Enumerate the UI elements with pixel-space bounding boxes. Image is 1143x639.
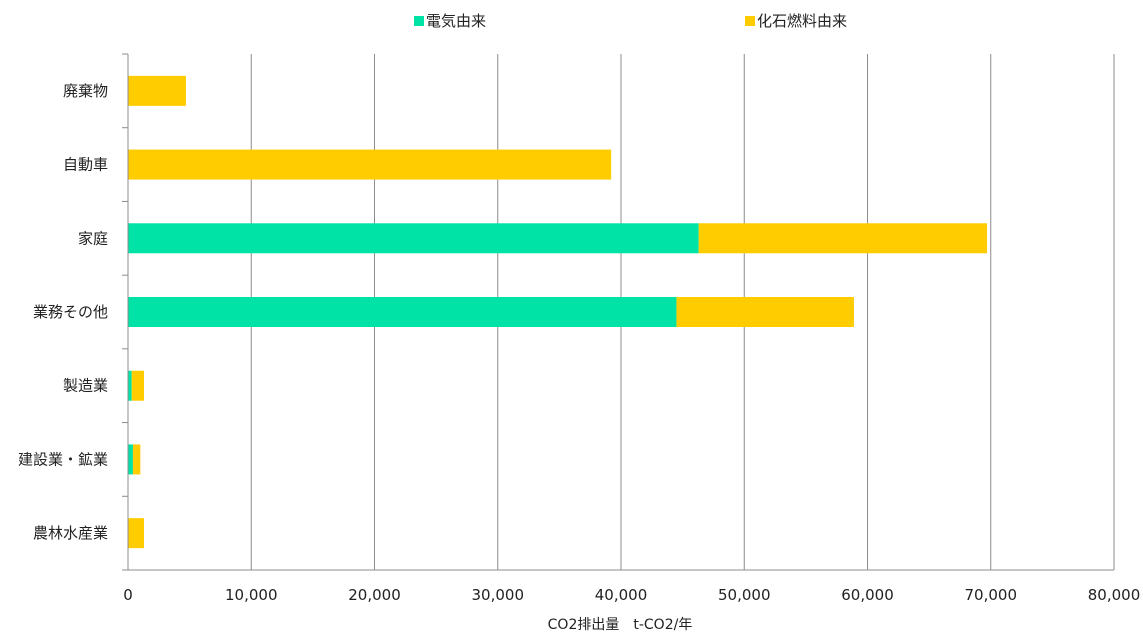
x-tick-labels: 0 10,000 20,000 30,000 40,000 50,000 60,000 70,… [123,586,1140,604]
x-tick-label: 60,000 [841,586,894,604]
category-label: 業務その他 [33,303,108,321]
bar-fossil [676,297,854,327]
bars [128,75,988,549]
x-tick-label: 80,000 [1088,586,1141,604]
category-label: 製造業 [63,377,108,395]
x-tick-label: 70,000 [965,586,1018,604]
x-axis-title: CO2排出量 t-CO2/年 [548,617,693,633]
x-tick-label: 30,000 [472,586,525,604]
legend-swatch [745,16,755,26]
category-label: 農林水産業 [33,524,108,542]
x-tick-label: 50,000 [718,586,771,604]
x-tick-label: 0 [123,586,133,604]
bar-fossil [698,223,988,254]
category-label: 建設業・鉱業 [18,450,108,468]
x-tick-label: 40,000 [595,586,648,604]
x-tick-label: 10,000 [225,586,278,604]
category-label: 自動車 [63,156,108,174]
category-label: 家庭 [78,229,108,247]
bar-fossil [128,518,145,549]
x-tick-label: 20,000 [348,586,401,604]
bar-fossil [131,370,145,401]
legend-label: 電気由来 [426,12,486,30]
legend: 電気由来 化石燃料由来 [414,12,847,30]
bar-electric [128,297,677,327]
bar-fossil [128,149,612,180]
legend-label: 化石燃料由来 [757,12,847,30]
bar-electric [128,223,699,254]
category-label: 廃棄物 [63,82,108,100]
bar-fossil [128,75,186,106]
bar-electric [128,444,133,475]
bar-fossil [132,444,141,475]
legend-swatch [414,16,424,26]
axes [122,53,1114,571]
bar-electric [128,370,132,401]
